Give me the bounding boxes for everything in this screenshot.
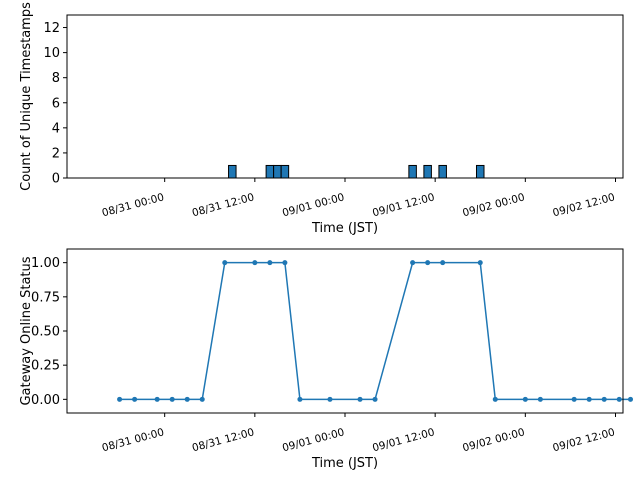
histogram-bar [273,164,282,179]
status-point [571,396,577,402]
histogram-bar [280,164,290,179]
x-tick-label: 09/02 12:00 [551,191,616,219]
y-tick-label: 6 [52,96,60,111]
status-point [117,396,123,402]
status-point [440,260,446,266]
status-point [586,396,592,402]
status-point [222,260,228,266]
x-tick-label: 09/01 00:00 [281,191,346,219]
y-tick-label: 0.25 [31,359,60,374]
status-point [410,260,416,266]
y-tick-label: 10 [43,46,60,61]
status-point [184,396,190,402]
x-tick-label: 09/02 00:00 [461,426,526,454]
status-point [537,396,543,402]
status-point [199,396,205,402]
status-point [616,396,622,402]
status-point [477,260,483,266]
x-tick-label: 09/01 12:00 [371,426,436,454]
x-tick-label: 08/31 12:00 [191,191,256,219]
x-tick-label: 09/02 12:00 [551,426,616,454]
y-tick-label: 12 [43,21,60,36]
x-tick-label: 09/01 12:00 [371,191,436,219]
x-tick-label: 09/01 00:00 [281,426,346,454]
status-point [252,260,258,266]
status-point [601,396,607,402]
status-point [297,396,303,402]
histogram-bar [228,164,237,179]
y-tick-label: 0.75 [31,290,60,305]
y-tick-label: 4 [52,121,60,136]
x-tick-label: 08/31 00:00 [101,426,166,454]
histogram-bar [475,164,485,179]
x-axis-label: Time (JST) [311,221,378,236]
y-axis-label: Gateway Online Status [19,256,34,405]
status-point [327,396,333,402]
status-point [425,260,431,266]
status-point [154,396,160,402]
x-tick-label: 09/02 00:00 [461,191,526,219]
histogram-bar [423,164,432,179]
status-point [522,396,528,402]
status-point [372,396,378,402]
top-histogram-panel: 0 2 4 6 8 10 12 08/31 00:00 08/31 12:00 09/01 00:… [19,2,624,236]
histogram-bar [265,164,275,179]
status-line [119,261,631,401]
y-axis-label: Count of Unique Timestamps [19,2,34,191]
y-tick-label: 1.00 [31,256,60,271]
axes-frame [66,14,624,179]
y-tick-label: 2 [52,146,60,161]
histogram-bar [408,164,417,179]
y-tick-label: 0 [52,172,60,187]
status-point [267,260,273,266]
status-point [132,396,138,402]
x-axis-label: Time (JST) [311,456,378,471]
status-point [282,260,288,266]
status-point [628,396,634,402]
status-point [169,396,175,402]
x-tick-label: 08/31 00:00 [101,191,166,219]
y-tick-label: 8 [52,71,60,86]
bottom-status-panel: 0.00 0.25 0.50 0.75 1.00 08/31 00:00 08/31 12:… [19,248,634,471]
status-point [492,396,498,402]
y-tick-label: 0.00 [31,393,60,408]
x-tick-label: 08/31 12:00 [191,426,256,454]
axes-frame [66,248,624,414]
y-tick-label: 0.50 [31,325,60,340]
status-point [357,396,363,402]
histogram-bar [438,164,447,179]
